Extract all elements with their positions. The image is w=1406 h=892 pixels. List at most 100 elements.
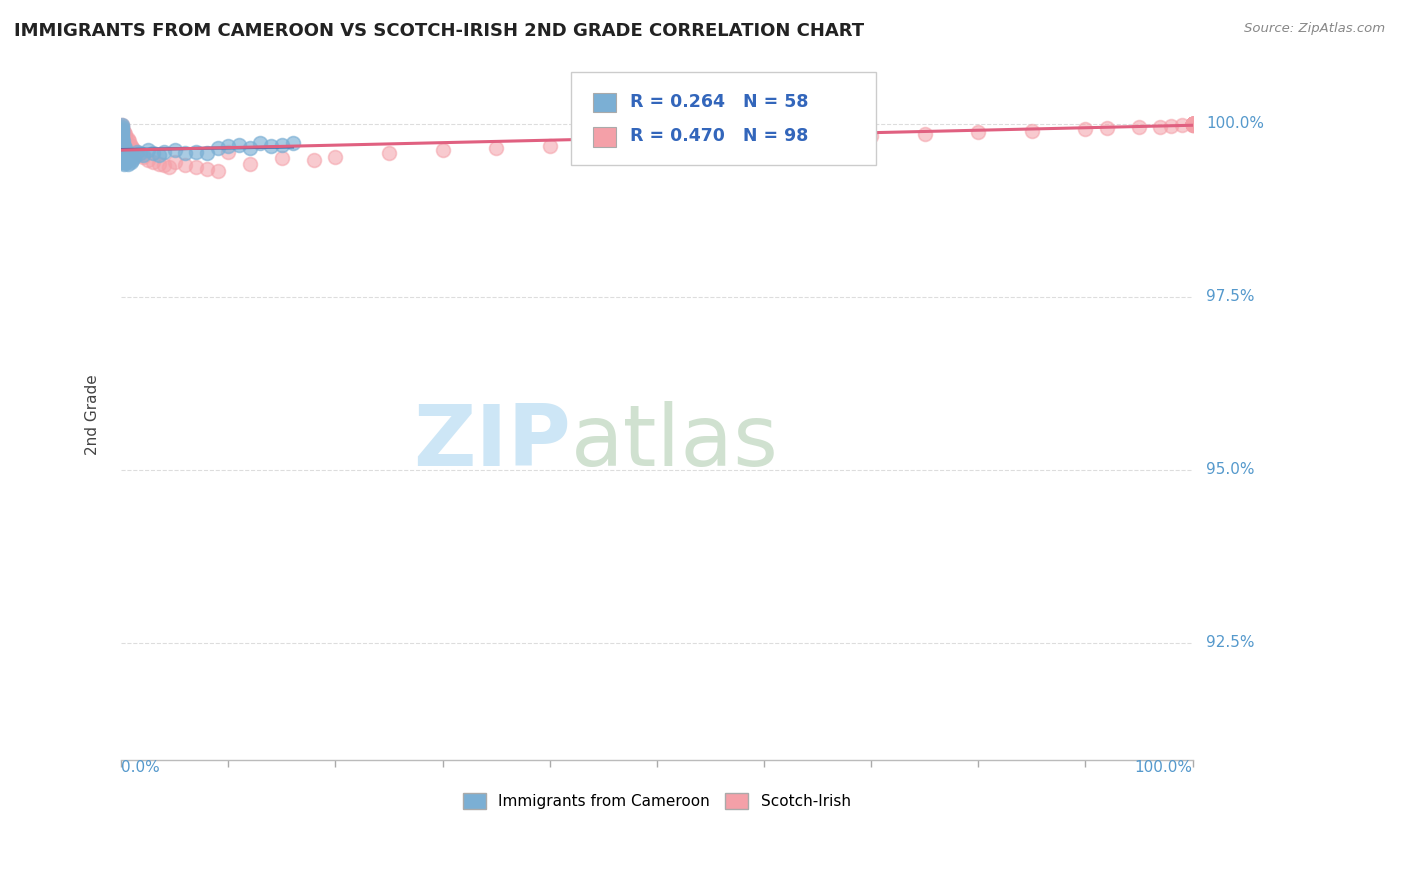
Point <box>1181 118 1204 132</box>
Point <box>122 143 145 157</box>
Point <box>699 134 721 148</box>
Point <box>249 136 271 151</box>
Text: 97.5%: 97.5% <box>1206 289 1256 304</box>
Point <box>1181 117 1204 131</box>
Point <box>184 160 207 174</box>
Point <box>136 153 159 167</box>
Point <box>142 145 165 160</box>
Point <box>111 148 134 162</box>
Point <box>1181 117 1204 131</box>
FancyBboxPatch shape <box>571 72 876 165</box>
Text: IMMIGRANTS FROM CAMEROON VS SCOTCH-IRISH 2ND GRADE CORRELATION CHART: IMMIGRANTS FROM CAMEROON VS SCOTCH-IRISH… <box>14 22 865 40</box>
Point <box>112 150 135 164</box>
Bar <box>592 93 616 112</box>
Point <box>239 157 262 171</box>
Point <box>157 160 180 174</box>
Point <box>117 139 139 153</box>
Point <box>432 143 454 157</box>
Point <box>114 152 136 166</box>
Point <box>1021 124 1043 138</box>
Point <box>111 122 134 136</box>
Point <box>1181 117 1204 131</box>
Point <box>120 139 142 153</box>
Point <box>115 137 138 152</box>
Point <box>1181 117 1204 131</box>
Point <box>806 130 828 145</box>
Point <box>207 164 229 178</box>
Point <box>114 134 136 148</box>
Point <box>118 137 141 152</box>
Point <box>111 128 134 142</box>
Point <box>112 124 135 138</box>
Point <box>121 141 143 155</box>
Point <box>270 137 292 152</box>
Point <box>592 137 614 152</box>
Point <box>112 157 135 171</box>
Point <box>111 145 134 160</box>
Point <box>115 145 138 159</box>
Point <box>1181 117 1204 131</box>
Point <box>1181 117 1204 131</box>
Point <box>217 139 239 153</box>
Point <box>114 128 136 142</box>
Point <box>112 132 135 146</box>
Point <box>111 125 134 139</box>
Point <box>1160 119 1182 133</box>
Point <box>114 141 136 155</box>
Text: 100.0%: 100.0% <box>1135 760 1192 775</box>
Point <box>1181 117 1204 131</box>
Point <box>115 130 138 145</box>
Point <box>1181 117 1204 131</box>
Text: ZIP: ZIP <box>413 401 571 483</box>
Point <box>111 150 134 164</box>
Point <box>1181 117 1204 131</box>
Point <box>967 125 990 139</box>
Point <box>111 139 134 153</box>
Point <box>184 145 207 159</box>
Text: atlas: atlas <box>571 401 779 483</box>
Point <box>111 118 134 132</box>
Point <box>538 139 561 153</box>
Point <box>302 153 325 167</box>
Point <box>860 129 883 144</box>
Point <box>1181 117 1204 131</box>
Point <box>112 134 135 148</box>
Legend: Immigrants from Cameroon, Scotch-Irish: Immigrants from Cameroon, Scotch-Irish <box>457 787 856 815</box>
Point <box>1181 117 1204 131</box>
Point <box>195 145 218 160</box>
Point <box>120 155 142 169</box>
Point <box>325 150 347 164</box>
Point <box>111 141 134 155</box>
Point <box>1181 117 1204 131</box>
Point <box>117 157 139 171</box>
Point <box>1181 117 1204 131</box>
Point <box>148 157 170 171</box>
Point <box>1181 118 1204 132</box>
Point <box>378 145 401 160</box>
Point <box>260 139 283 153</box>
Point <box>111 130 134 145</box>
Text: 92.5%: 92.5% <box>1206 635 1256 650</box>
Point <box>111 124 134 138</box>
Point <box>1074 122 1097 136</box>
Point <box>1181 117 1204 131</box>
Point <box>112 155 135 169</box>
Point <box>112 145 135 159</box>
Point <box>117 134 139 148</box>
Point <box>207 141 229 155</box>
Point <box>127 145 149 159</box>
Point <box>1128 120 1150 135</box>
Point <box>112 139 135 153</box>
Text: 0.0%: 0.0% <box>121 760 160 775</box>
Point <box>1181 117 1204 131</box>
Point <box>136 143 159 157</box>
Point <box>1181 117 1204 131</box>
Point <box>1181 117 1204 131</box>
Point <box>1181 117 1204 131</box>
Point <box>1181 117 1204 131</box>
Point <box>112 137 135 152</box>
Point <box>111 136 134 151</box>
Point <box>645 136 668 151</box>
Point <box>112 128 135 142</box>
Point <box>111 129 134 144</box>
